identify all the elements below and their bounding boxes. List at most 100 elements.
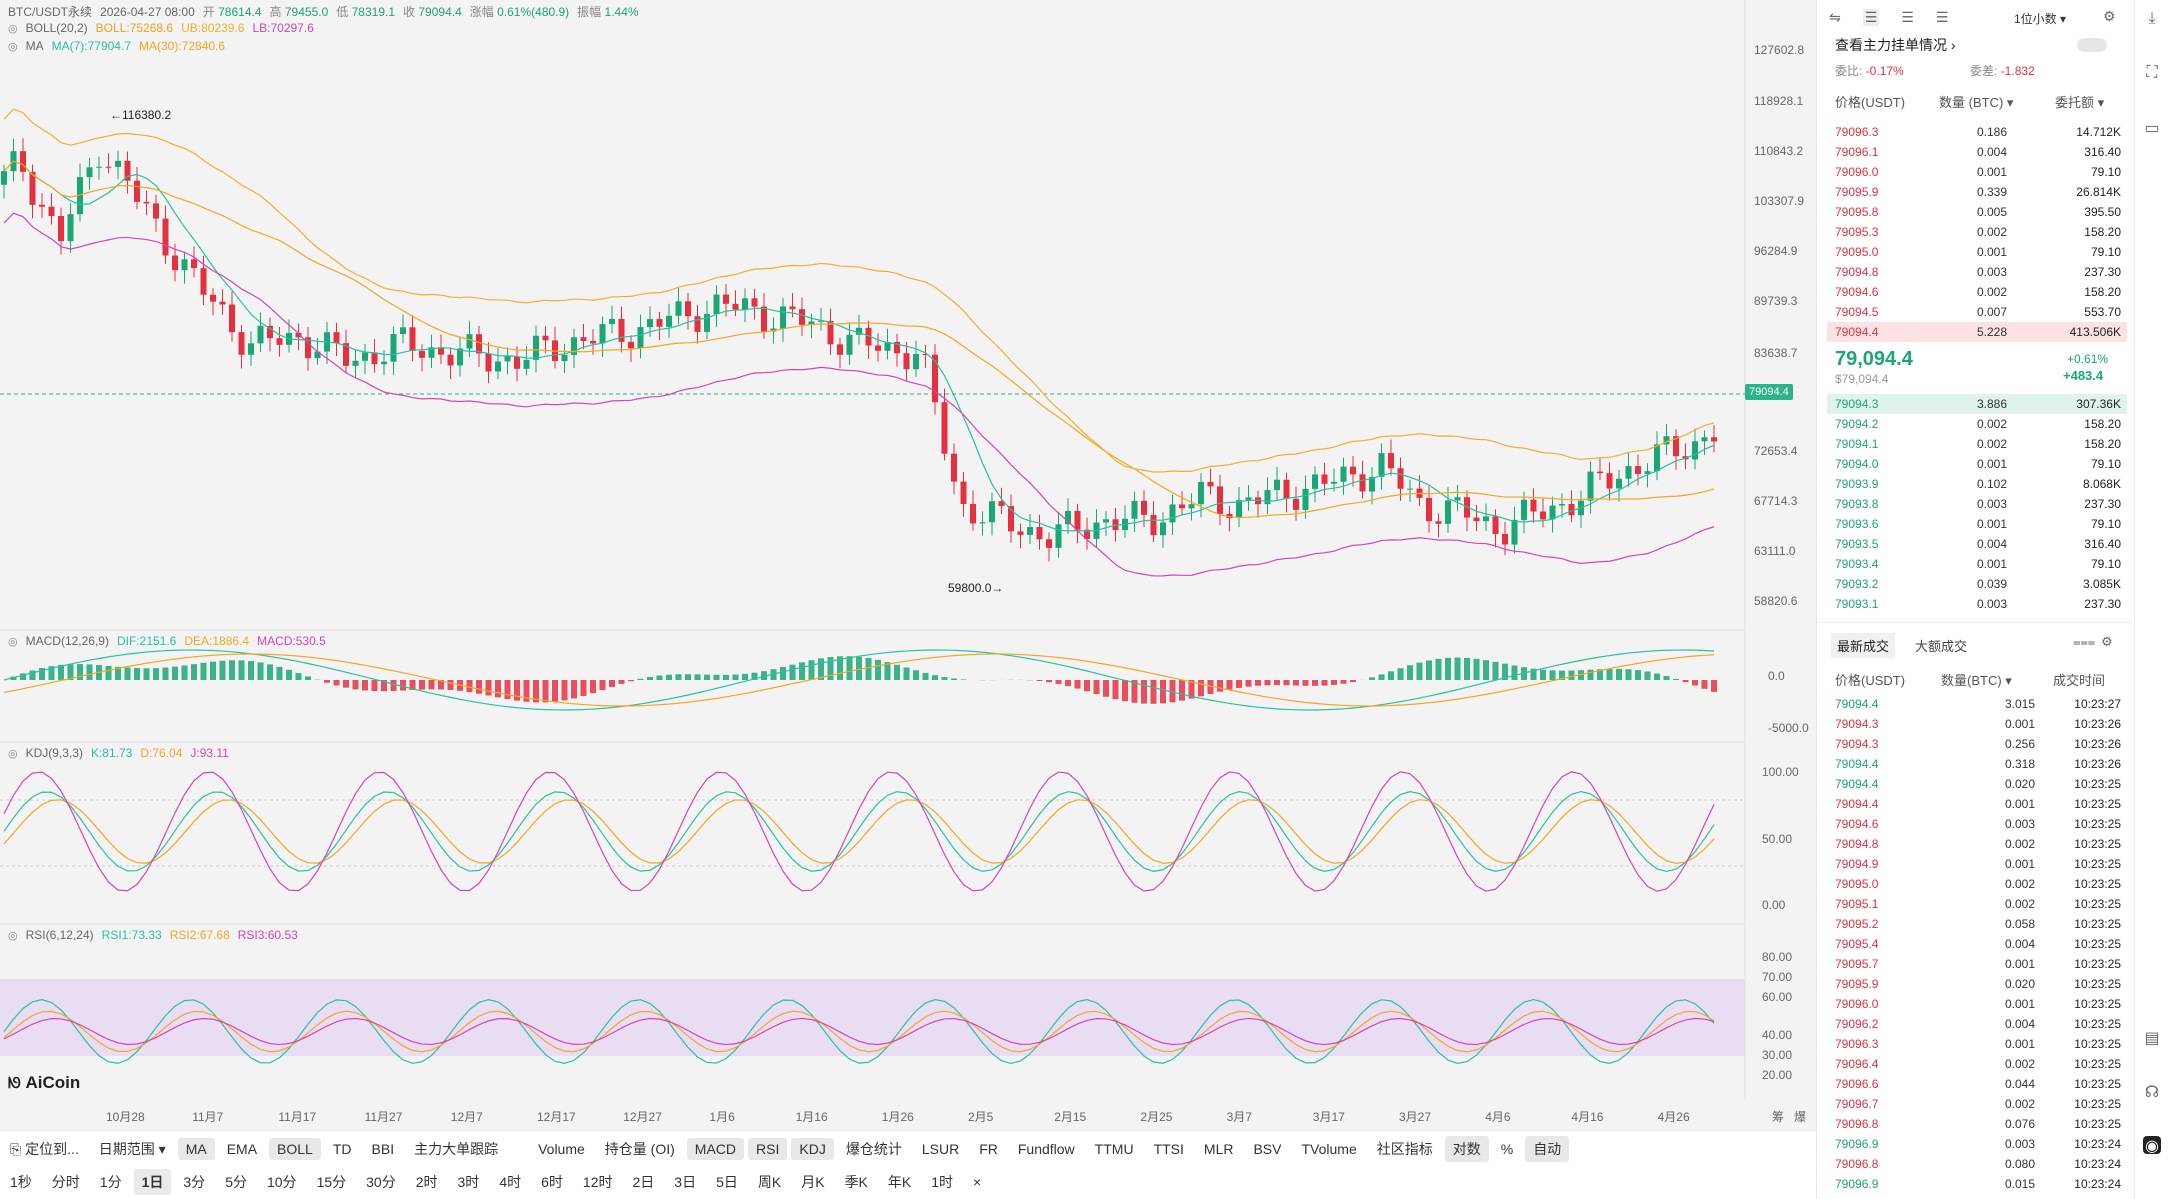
indicator-9[interactable]: RSI <box>748 1138 788 1160</box>
percent-button[interactable]: % <box>1500 1141 1514 1157</box>
settings-icon[interactable]: ⚙ <box>2103 8 2116 24</box>
ob-col-qty[interactable]: 数量 (BTC) ▾ <box>1939 95 2014 110</box>
interval-8[interactable]: 30分 <box>366 1174 396 1190</box>
tab-latest-trades[interactable]: 最新成交 <box>1831 633 1896 658</box>
interval-4[interactable]: 3分 <box>183 1174 206 1190</box>
indicator-5[interactable]: 主力大单跟踪 <box>414 1141 499 1157</box>
indicator-4[interactable]: BBI <box>371 1141 395 1157</box>
indicator-6[interactable]: Volume <box>538 1141 585 1157</box>
indicator-19[interactable]: TVolume <box>1301 1141 1357 1157</box>
ask-row[interactable]: 79094.6 0.002 158.20 <box>1827 282 2127 302</box>
interval-2[interactable]: 1分 <box>99 1174 122 1190</box>
eye-icon[interactable]: ◎ <box>8 929 18 942</box>
download-icon[interactable]: ⤓ <box>2148 10 2156 27</box>
interval-9[interactable]: 2时 <box>415 1174 438 1190</box>
bid-row[interactable]: 79094.1 0.002 158.20 <box>1827 434 2127 454</box>
bid-row[interactable]: 79093.2 0.039 3.085K <box>1827 574 2127 594</box>
interval-19[interactable]: 季K <box>844 1174 868 1190</box>
indicator-11[interactable]: 爆仓统计 <box>845 1141 902 1157</box>
interval-13[interactable]: 12时 <box>582 1174 613 1190</box>
indicator-14[interactable]: Fundflow <box>1017 1141 1075 1157</box>
chart-icon[interactable]: ⛶ <box>2146 64 2158 81</box>
decimals-select[interactable]: 1位小数 ▾ <box>2014 12 2067 26</box>
mode-list-icon[interactable]: ☰ <box>1935 9 1949 25</box>
indicator-16[interactable]: TTSI <box>1153 1141 1184 1157</box>
interval-1[interactable]: 分时 <box>51 1174 80 1190</box>
interval-7[interactable]: 15分 <box>316 1174 347 1190</box>
bid-row[interactable]: 79093.1 0.003 237.30 <box>1827 594 2127 614</box>
chart-area[interactable]: BTC/USDT永续 2026-04-27 08:00 开 78614.4 高 … <box>0 0 1816 1130</box>
interval-10[interactable]: 3时 <box>457 1174 480 1190</box>
indicator-3[interactable]: TD <box>332 1141 352 1157</box>
bid-row[interactable]: 79093.9 0.102 8.068K <box>1827 474 2127 494</box>
locate-button[interactable]: ⎘ 定位到... <box>10 1141 79 1157</box>
interval-18[interactable]: 月K <box>801 1174 825 1190</box>
main-orders-toggle[interactable] <box>2077 38 2107 52</box>
assistant-icon[interactable]: ◉ <box>2143 1136 2161 1155</box>
indicator-1[interactable]: EMA <box>226 1141 258 1157</box>
date-range-button[interactable]: 日期范围 ▾ <box>98 1141 166 1157</box>
indicator-15[interactable]: TTMU <box>1094 1141 1134 1157</box>
tab-large-trades[interactable]: 大额成交 <box>1915 639 1968 654</box>
interval-14[interactable]: 2日 <box>632 1174 655 1190</box>
interval-20[interactable]: 年K <box>887 1174 912 1190</box>
liquidation-button[interactable]: 爆 <box>1794 1110 1807 1124</box>
bid-row[interactable]: 79094.3 3.886 307.36K <box>1827 394 2127 414</box>
bid-row[interactable]: 79094.2 0.002 158.20 <box>1827 414 2127 434</box>
ask-row[interactable]: 79096.1 0.004 316.40 <box>1827 142 2127 162</box>
bid-row[interactable]: 79093.5 0.004 316.40 <box>1827 534 2127 554</box>
auto-scale-button[interactable]: 自动 <box>1525 1136 1570 1162</box>
main-orders-link[interactable]: 查看主力挂单情况 › <box>1835 37 1956 53</box>
interval-11[interactable]: 4时 <box>499 1174 522 1190</box>
community-indicators-button[interactable]: 社区指标 <box>1376 1141 1433 1157</box>
bid-row[interactable]: 79093.8 0.003 237.30 <box>1827 494 2127 514</box>
ask-row[interactable]: 79096.0 0.001 79.10 <box>1827 162 2127 182</box>
headset-icon[interactable]: ☊ <box>2144 1084 2160 1101</box>
indicator-13[interactable]: FR <box>979 1141 998 1157</box>
ask-row[interactable]: 79095.8 0.005 395.50 <box>1827 202 2127 222</box>
interval-3[interactable]: 1日 <box>133 1169 172 1195</box>
indicator-10[interactable]: KDJ <box>791 1138 834 1160</box>
eye-icon[interactable]: ◎ <box>8 747 18 760</box>
ask-row[interactable]: 79094.5 0.007 553.70 <box>1827 302 2127 322</box>
mode-bids-icon[interactable]: ☰ <box>1901 9 1914 25</box>
eye-icon[interactable]: ◎ <box>8 635 18 648</box>
wallet-icon[interactable]: ▭ <box>2144 120 2160 137</box>
log-scale-button[interactable]: 对数 <box>1444 1136 1489 1162</box>
kline-chart-svg[interactable] <box>0 0 1816 1130</box>
bid-row[interactable]: 79093.6 0.001 79.10 <box>1827 514 2127 534</box>
trades-col-qty[interactable]: 数量(BTC) ▾ <box>1941 673 2012 688</box>
interval-15[interactable]: 3日 <box>674 1174 697 1190</box>
indicator-12[interactable]: LSUR <box>921 1141 960 1157</box>
eye-icon[interactable]: ◎ <box>8 40 18 53</box>
interval-12[interactable]: 6时 <box>541 1174 563 1190</box>
eye-icon[interactable]: ◎ <box>8 22 18 35</box>
trades-settings-icon[interactable]: ⚙ <box>2101 634 2113 649</box>
bid-row[interactable]: 79093.4 0.001 79.10 <box>1827 554 2127 574</box>
interval-17[interactable]: 周K <box>757 1174 782 1190</box>
bid-row[interactable]: 79094.0 0.001 79.10 <box>1827 454 2127 474</box>
indicator-18[interactable]: BSV <box>1253 1141 1282 1157</box>
interval-5[interactable]: 5分 <box>225 1174 247 1190</box>
ob-col-total[interactable]: 委托额 ▾ <box>2055 95 2105 110</box>
layout-icon[interactable]: ▤ <box>2144 1030 2160 1047</box>
chip-button[interactable]: 筹 <box>1772 1110 1785 1124</box>
ask-row[interactable]: 79095.3 0.002 158.20 <box>1827 222 2127 242</box>
indicator-17[interactable]: MLR <box>1203 1141 1234 1157</box>
indicator-8[interactable]: MACD <box>686 1138 745 1160</box>
ask-row[interactable]: 79095.0 0.001 79.10 <box>1827 242 2127 262</box>
interval-6[interactable]: 10分 <box>266 1174 297 1190</box>
interval-0[interactable]: 1秒 <box>10 1174 32 1190</box>
indicator-7[interactable]: 持仓量 (OI) <box>604 1141 675 1157</box>
interval-21[interactable]: 1时 <box>931 1174 954 1190</box>
ask-row[interactable]: 79094.8 0.003 237.30 <box>1827 262 2127 282</box>
indicator-0[interactable]: MA <box>177 1138 215 1160</box>
ask-row[interactable]: 79095.9 0.339 26.814K <box>1827 182 2127 202</box>
close-intervals-icon[interactable]: × <box>973 1174 982 1190</box>
ask-row[interactable]: 79096.3 0.186 14.712K <box>1827 122 2127 142</box>
mode-both-icon[interactable]: ⇋ <box>1829 9 1841 25</box>
mode-asks-icon[interactable]: ☰ <box>1862 9 1880 26</box>
filter-icon[interactable]: ⩶ <box>2073 634 2096 649</box>
indicator-2[interactable]: BOLL <box>269 1138 321 1160</box>
interval-16[interactable]: 5日 <box>716 1174 738 1190</box>
